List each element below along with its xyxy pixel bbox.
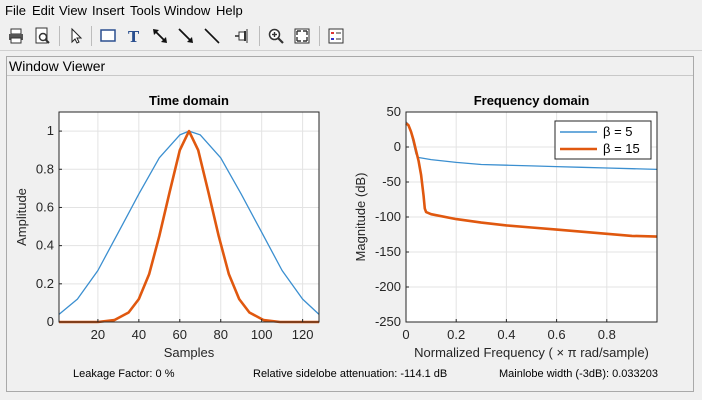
y-tick-label: -200 — [375, 279, 401, 294]
zoom-in-icon — [268, 28, 284, 44]
x-axis-label: Normalized Frequency ( × π rad/sample) — [414, 345, 649, 360]
print-preview-icon — [35, 27, 50, 44]
menu-tools[interactable]: Tools — [130, 3, 161, 18]
chart-title: Time domain — [149, 93, 229, 108]
legend-entry: β = 15 — [603, 141, 640, 156]
double-arrow-button[interactable] — [149, 25, 171, 47]
y-tick-label: -250 — [375, 314, 401, 329]
menu-insert[interactable]: Insert — [92, 3, 125, 18]
toolbar-separator — [259, 26, 260, 46]
y-axis-label: Magnitude (dB) — [353, 173, 368, 262]
y-tick-label: 0.6 — [36, 199, 54, 214]
arrow-icon — [178, 28, 193, 43]
y-tick-label: -100 — [375, 209, 401, 224]
select-button[interactable] — [65, 25, 87, 47]
y-tick-label: 1 — [47, 123, 54, 138]
line-button[interactable] — [201, 25, 223, 47]
print-button[interactable] — [5, 25, 27, 47]
panel-divider — [7, 75, 693, 76]
toolbar-separator — [91, 26, 92, 46]
menu-help[interactable]: Help — [216, 3, 243, 18]
y-axis-label: Amplitude — [14, 188, 29, 246]
x-tick-label: 120 — [292, 327, 314, 342]
menu-bar: File Edit View Insert Tools Window Help — [0, 0, 702, 21]
menu-view[interactable]: View — [59, 3, 87, 18]
svg-text:T: T — [128, 28, 140, 45]
x-tick-label: 0.2 — [447, 327, 465, 342]
x-tick-label: 100 — [251, 327, 273, 342]
toolbar: T — [0, 22, 702, 51]
pin-icon — [235, 29, 248, 43]
sidelobe-attenuation-label: Relative sidelobe attenuation: -114.1 dB — [253, 368, 448, 380]
legend-entry: β = 5 — [603, 124, 633, 139]
y-tick-label: 0 — [47, 314, 54, 329]
select-arrow-icon — [71, 27, 83, 44]
y-tick-label: -50 — [382, 174, 401, 189]
arrow-button[interactable] — [175, 25, 197, 47]
text-icon: T — [128, 28, 140, 45]
fit-to-view-icon — [294, 28, 310, 44]
pin-button[interactable] — [231, 25, 253, 47]
panel-title: Window Viewer — [9, 58, 106, 74]
axes-box — [58, 111, 320, 323]
x-tick-label: 0.6 — [548, 327, 566, 342]
x-tick-label: 80 — [213, 327, 227, 342]
x-tick-label: 20 — [91, 327, 105, 342]
plot-area — [59, 112, 319, 322]
fit-to-view-button[interactable] — [291, 25, 313, 47]
chart-title: Frequency domain — [474, 93, 590, 108]
y-tick-label: 0.8 — [36, 161, 54, 176]
x-tick-label: 60 — [173, 327, 187, 342]
rectangle-button[interactable] — [97, 25, 119, 47]
x-tick-label: 0 — [402, 327, 409, 342]
y-tick-label: -150 — [375, 244, 401, 259]
x-axis-label: Samples — [164, 345, 215, 360]
menu-edit[interactable]: Edit — [32, 3, 55, 18]
text-button[interactable]: T — [123, 25, 145, 47]
toolbar-separator — [319, 26, 320, 46]
x-tick-label: 40 — [132, 327, 146, 342]
mainlobe-width-label: Mainlobe width (-3dB): 0.033203 — [499, 368, 658, 380]
series-line-2 — [405, 122, 658, 238]
zoom-in-button[interactable] — [265, 25, 287, 47]
print-icon — [9, 28, 23, 44]
legend-box — [554, 120, 652, 160]
y-tick-label: 0.4 — [36, 238, 54, 253]
x-tick-label: 0.8 — [598, 327, 616, 342]
double-arrow-icon — [153, 29, 167, 43]
print-preview-button[interactable] — [31, 25, 53, 47]
x-tick-label: 0.4 — [497, 327, 515, 342]
series-line-2 — [59, 129, 319, 324]
y-tick-label: 0.2 — [36, 276, 54, 291]
legend-icon — [328, 28, 344, 44]
toolbar-separator — [59, 26, 60, 46]
legend-button[interactable] — [325, 25, 347, 47]
y-tick-label: 0 — [394, 139, 401, 154]
menu-file[interactable]: File — [5, 3, 26, 18]
line-icon — [204, 28, 220, 44]
leakage-factor-label: Leakage Factor: 0 % — [73, 368, 175, 380]
menu-window[interactable]: Window — [164, 3, 211, 18]
rectangle-icon — [100, 29, 116, 42]
y-tick-label: 50 — [387, 104, 401, 119]
